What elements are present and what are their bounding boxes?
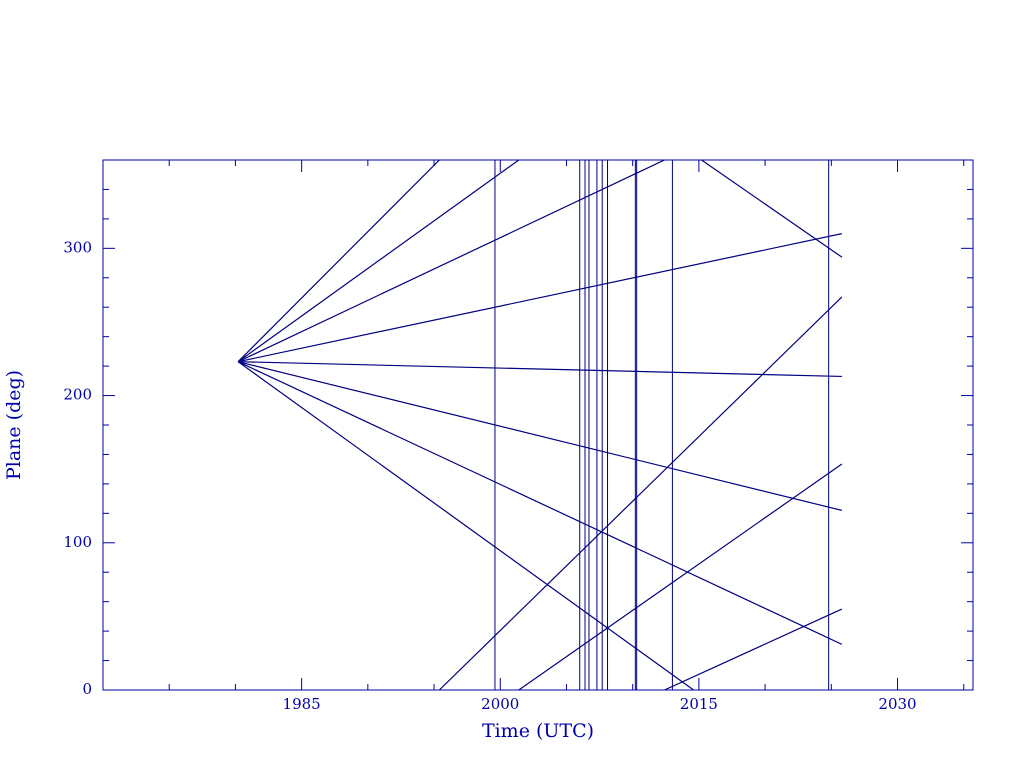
series-line	[701, 160, 843, 258]
y-tick-label: 0	[82, 680, 92, 698]
x-tick-label: 1985	[283, 695, 321, 713]
y-tick-label: 300	[63, 238, 92, 256]
series-line	[664, 608, 843, 690]
series-line	[438, 296, 843, 690]
series-line	[238, 361, 842, 378]
series-line	[237, 233, 843, 363]
series-line	[237, 361, 843, 511]
series-line	[237, 361, 694, 690]
x-tick-label: 2000	[481, 695, 519, 713]
series-line	[237, 160, 665, 363]
x-axis-title: Time (UTC)	[482, 720, 594, 742]
y-axis-title: Plane (deg)	[3, 370, 25, 480]
series-line	[518, 463, 843, 690]
x-tick-label: 2030	[878, 695, 916, 713]
plot-frame	[102, 159, 974, 691]
y-tick-label: 100	[63, 533, 92, 551]
y-tick-label: 200	[63, 386, 92, 404]
series-line	[237, 160, 520, 363]
series-line	[237, 361, 843, 645]
x-tick-label: 2015	[680, 695, 718, 713]
series-line	[237, 160, 440, 363]
